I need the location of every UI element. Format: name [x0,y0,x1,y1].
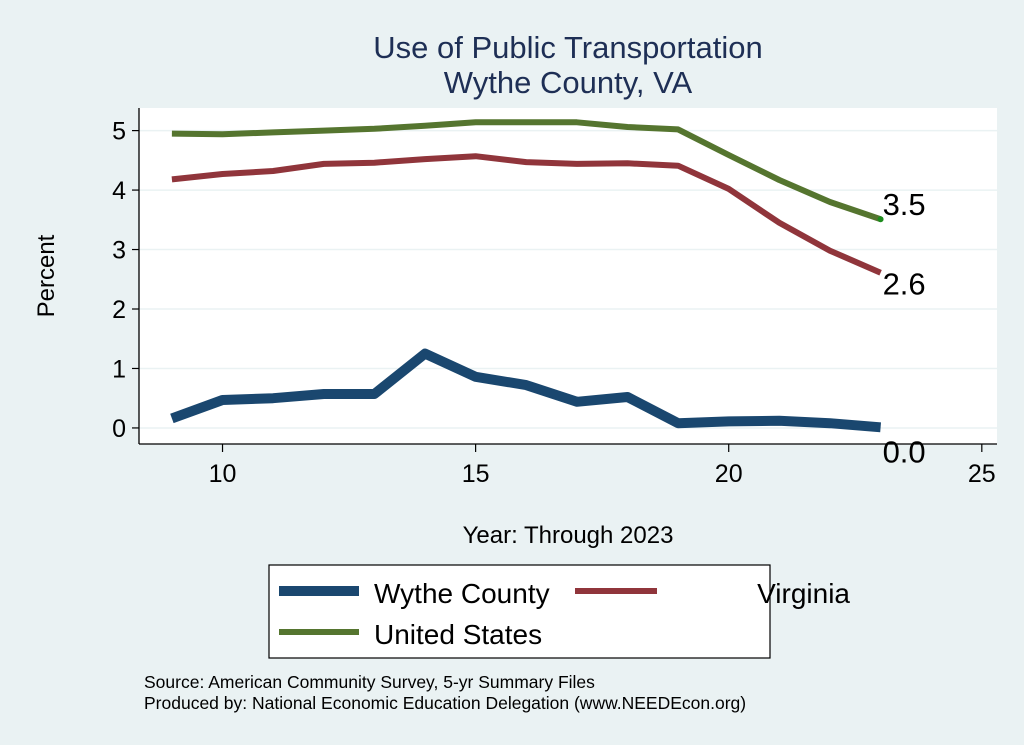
y-tick-label-5: 5 [112,118,126,146]
legend: Wythe County Virginia United States [268,564,850,659]
series-layer [170,119,884,433]
producer-note: Produced by: National Economic Education… [144,693,746,713]
legend-label-united-states: United States [374,619,542,650]
chart-subtitle: Wythe County, VA [444,65,693,100]
end-labels: 0.0 2.6 3.5 [883,187,926,469]
legend-label-wythe-county: Wythe County [374,578,550,609]
source-note: Source: American Community Survey, 5-yr … [144,672,595,692]
x-axis-title: Year: Through 2023 [463,522,674,549]
x-tick-label-20: 20 [715,460,743,488]
y-axis-title: Percent [33,234,60,317]
end-marker-united-states [877,216,884,223]
y-tick-label-2: 2 [112,296,126,324]
legend-box [268,564,771,659]
end-label-united-states: 3.5 [883,187,926,222]
y-tick-label-1: 1 [112,355,126,383]
x-tick-label-10: 10 [209,460,237,488]
y-axis-ticks: 0 1 2 3 4 5 [112,118,139,443]
legend-label-virginia: Virginia [757,578,850,609]
y-tick-label-4: 4 [112,177,126,205]
chart-title: Use of Public Transportation [373,30,762,65]
gridlines [139,129,997,429]
x-tick-label-25: 25 [968,460,996,488]
end-label-wythe-county: 0.0 [883,434,926,469]
end-label-virginia: 2.6 [883,267,926,302]
x-axis-ticks: 10 15 20 25 [209,444,996,488]
x-tick-label-15: 15 [462,460,490,488]
y-tick-label-3: 3 [112,237,126,265]
y-tick-label-0: 0 [112,415,126,443]
